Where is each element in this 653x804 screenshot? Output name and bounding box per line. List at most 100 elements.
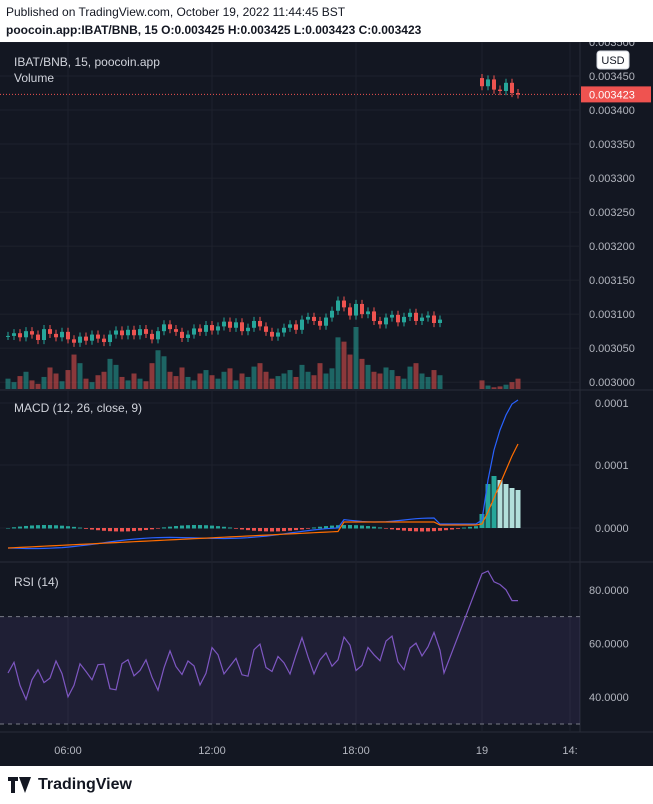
candle [36,334,40,341]
macd-hist-bar [474,526,478,529]
time-axis[interactable]: 06:00 12:00 18:00 19 14: [54,745,577,757]
candle [492,79,496,90]
volume-bar [41,376,47,389]
candle [6,335,10,337]
price-tick-label: 0.003300 [589,173,635,185]
macd-hist-bar [414,528,418,532]
macd-hist-bar [450,528,454,530]
tradingview-logo[interactable]: TradingView [8,776,132,794]
volume-bar [323,373,329,389]
volume-bar [47,367,53,389]
footer: TradingView [0,766,653,804]
price-pane[interactable]: IBAT/BNB, 15, poocoin.app Volume [0,55,580,389]
macd-hist-bar [438,528,442,531]
volume-bar [197,373,203,389]
macd-hist-bar [300,528,304,530]
macd-hist-bar [456,528,460,529]
macd-hist-bar [150,528,154,530]
candle [102,338,106,343]
macd-hist-bar [509,488,515,528]
candle [186,334,190,338]
candle [180,331,184,338]
candle [48,329,52,334]
rsi-pane[interactable]: RSI (14) [0,570,580,725]
macd-hist-bar [42,525,46,529]
volume-bar [305,371,311,389]
macd-hist-bar [36,525,40,529]
candle [504,82,508,91]
volume-bar [53,373,59,389]
candle [264,326,268,332]
volume-bar [413,363,419,389]
volume-bar [311,375,317,389]
price-tick-label: 0.003450 [589,71,635,83]
volume-bar [125,380,131,389]
volume-bar [11,382,17,389]
macd-hist-bar [6,528,10,529]
rsi-line [7,570,518,702]
candle [354,303,358,316]
macd-hist-bar [264,528,268,532]
candle [216,326,220,331]
volume-bar [227,368,233,389]
macd-hist-bar [186,525,190,529]
volume-bar [29,380,35,389]
candle [426,315,430,318]
price-tick-label: 0.003100 [589,309,635,321]
macd-hist-bar [318,526,322,529]
macd-hist-bar [515,490,521,528]
macd-hist-bar [270,528,274,532]
macd-hist-bar [348,525,352,529]
volume-bar [173,376,179,389]
macd-title: MACD (12, 26, close, 9) [14,401,142,415]
volume-bar [161,356,167,389]
volume-bar [401,378,407,389]
volume-bar [23,371,29,389]
usd-button[interactable]: USD [596,50,630,70]
volume-bar [95,375,101,389]
time-tick-label: 06:00 [54,745,82,757]
chart-area[interactable]: IBAT/BNB, 15, poocoin.app Volume 0.00300… [0,42,653,766]
price-tick-label: 0.003250 [589,207,635,219]
macd-hist-bar [485,484,491,528]
macd-hist-bar [234,528,238,529]
candle [156,331,160,340]
macd-hist-bar [120,528,124,532]
candle [204,325,208,332]
macd-hist-bar [252,528,256,531]
candle [408,312,412,317]
macd-hist-bar [390,528,394,530]
volume-bar [107,358,113,389]
candle [372,311,376,321]
time-tick-label: 18:00 [342,745,370,757]
macd-hist-bar [78,527,82,529]
volume-bar [359,358,365,389]
candle [18,333,22,338]
candle [276,332,280,337]
macd-hist-bar [336,525,340,529]
candle [390,314,394,318]
macd-hist-bar [132,528,136,532]
macd-hist-bar [126,528,130,532]
rsi-tick-label: 40.0000 [589,692,629,704]
rsi-tick-label: 60.0000 [589,638,629,650]
macd-hist-bar [114,528,118,532]
price-axis[interactable]: 0.003000 0.003050 0.003100 0.003150 0.003200… [589,42,635,389]
macd-hist-bar [258,528,262,532]
macd-hist-bar [228,527,232,529]
volume-bar [59,381,65,389]
price-tick-label: 0.003400 [589,105,635,117]
macd-hist-bar [192,525,196,529]
macd-pane[interactable]: MACD (12, 26, close, 9) [6,399,521,550]
candle [84,336,88,341]
time-tick-label: 14: [562,745,577,757]
volume-bar [245,376,251,389]
candle [330,310,334,318]
candle [192,328,196,335]
volume-bar [203,370,209,389]
candle [306,316,310,320]
candle [120,330,124,336]
macd-hist-bar [72,526,76,529]
candle [138,329,142,336]
candle [402,316,406,323]
